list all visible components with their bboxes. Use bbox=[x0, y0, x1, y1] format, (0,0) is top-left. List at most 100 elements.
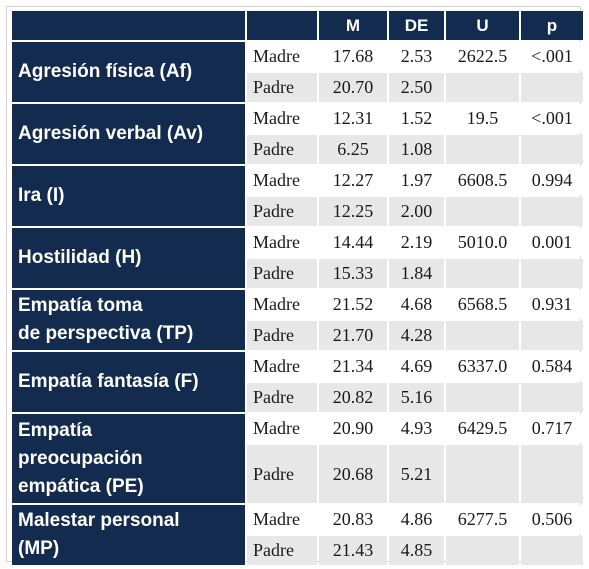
variable-label: Malestar personal (MP) bbox=[12, 505, 245, 565]
variable-label: Empatía preocupación empática (PE) bbox=[12, 414, 245, 503]
group-cell: Madre bbox=[247, 42, 317, 71]
header-row: M DE U p bbox=[12, 11, 583, 40]
p-cell bbox=[521, 321, 583, 350]
sd-cell: 4.68 bbox=[389, 290, 444, 319]
table-row: Ira (I) Madre 12.27 1.97 6608.5 0.994 bbox=[12, 166, 583, 226]
variable-label-line: empática (PE) bbox=[18, 475, 144, 497]
sd-cell: 5.21 bbox=[389, 445, 444, 503]
p-cell bbox=[521, 445, 583, 503]
group-cell: Padre bbox=[247, 73, 317, 102]
sd-cell: 5.16 bbox=[389, 383, 444, 412]
table-row: Empatía preocupación empática (PE) Madre 20.… bbox=[12, 414, 583, 503]
p-cell: <.001 bbox=[521, 104, 583, 133]
sd-cell: 1.84 bbox=[389, 259, 444, 288]
sd-cell: 4.93 bbox=[389, 414, 444, 443]
table-row: Padre 21.70 4.28 bbox=[12, 321, 583, 350]
u-cell bbox=[446, 536, 519, 565]
variable-label-line: Agresión física (Af) bbox=[18, 61, 193, 82]
mean-cell: 17.68 bbox=[319, 42, 387, 71]
u-cell bbox=[446, 197, 519, 226]
table-row: Malestar personal (MP) Madre 20.83 4.86 6277.… bbox=[12, 505, 583, 565]
table-row: Padre 12.25 2.00 bbox=[12, 197, 583, 226]
mean-cell: 20.68 bbox=[319, 445, 387, 503]
header-m: M bbox=[319, 11, 387, 40]
mean-cell: 12.31 bbox=[319, 104, 387, 133]
p-cell bbox=[521, 383, 583, 412]
table-row: Padre 21.43 4.85 bbox=[12, 536, 583, 565]
header-group bbox=[247, 11, 317, 40]
group-cell: Madre bbox=[247, 290, 317, 319]
group-cell: Madre bbox=[247, 352, 317, 381]
table-row: Empatía toma de perspectiva (TP) Madre 21.5… bbox=[12, 290, 583, 350]
sd-cell: 1.97 bbox=[389, 166, 444, 195]
header-u: U bbox=[446, 11, 519, 40]
group-cell: Madre bbox=[247, 414, 317, 443]
variable-label: Agresión verbal (Av) bbox=[12, 104, 245, 164]
group-cell: Madre bbox=[247, 228, 317, 257]
sd-cell: 1.52 bbox=[389, 104, 444, 133]
sd-cell: 4.69 bbox=[389, 352, 444, 381]
group-cell: Madre bbox=[247, 166, 317, 195]
variable-label-line: Ira (I) bbox=[18, 185, 65, 206]
table-row: Empatía fantasía (F) Madre 21.34 4.69 6337.0… bbox=[12, 352, 583, 412]
variable-label-line: Malestar personal bbox=[18, 510, 180, 531]
table-row: Padre 20.68 5.21 bbox=[12, 445, 583, 503]
table-row: Agresión verbal (Av) Madre 12.31 1.52 19.5 <.… bbox=[12, 104, 583, 164]
header-variable bbox=[12, 11, 245, 40]
variable-label-line: de perspectiva (TP) bbox=[18, 323, 194, 344]
u-cell: 6277.5 bbox=[446, 505, 519, 534]
group-cell: Madre bbox=[247, 104, 317, 133]
mean-cell: 21.43 bbox=[319, 536, 387, 565]
mean-cell: 21.34 bbox=[319, 352, 387, 381]
mean-cell: 20.82 bbox=[319, 383, 387, 412]
p-cell bbox=[521, 73, 583, 102]
table-row: Padre 6.25 1.08 bbox=[12, 135, 583, 164]
p-cell bbox=[521, 536, 583, 565]
mean-cell: 6.25 bbox=[319, 135, 387, 164]
group-cell: Padre bbox=[247, 536, 317, 565]
p-cell: 0.584 bbox=[521, 352, 583, 381]
variable-label: Agresión física (Af) bbox=[12, 42, 245, 102]
mean-cell: 20.70 bbox=[319, 73, 387, 102]
p-cell bbox=[521, 135, 583, 164]
p-cell: 0.931 bbox=[521, 290, 583, 319]
u-cell bbox=[446, 135, 519, 164]
sd-cell: 2.50 bbox=[389, 73, 444, 102]
statistics-table: M DE U p Agresión física (Af) Madre 17.68 2… bbox=[10, 9, 585, 567]
table-row: Padre 20.70 2.50 bbox=[12, 73, 583, 102]
p-cell bbox=[521, 259, 583, 288]
table-frame: M DE U p Agresión física (Af) Madre 17.68 2… bbox=[6, 6, 583, 565]
mean-cell: 12.25 bbox=[319, 197, 387, 226]
variable-label-line: Empatía toma bbox=[18, 295, 143, 316]
table-row: Padre 15.33 1.84 bbox=[12, 259, 583, 288]
group-cell: Madre bbox=[247, 505, 317, 534]
p-cell: 0.717 bbox=[521, 414, 583, 443]
sd-cell: 1.08 bbox=[389, 135, 444, 164]
group-cell: Padre bbox=[247, 383, 317, 412]
sd-cell: 2.00 bbox=[389, 197, 444, 226]
variable-label: Ira (I) bbox=[12, 166, 245, 226]
p-cell bbox=[521, 197, 583, 226]
variable-label-line: Hostilidad (H) bbox=[18, 247, 142, 268]
u-cell: 6568.5 bbox=[446, 290, 519, 319]
header-p: p bbox=[521, 11, 583, 40]
sd-cell: 2.19 bbox=[389, 228, 444, 257]
u-cell: 5010.0 bbox=[446, 228, 519, 257]
mean-cell: 15.33 bbox=[319, 259, 387, 288]
variable-label-line: Empatía bbox=[18, 419, 92, 441]
u-cell: 19.5 bbox=[446, 104, 519, 133]
table-row: Padre 20.82 5.16 bbox=[12, 383, 583, 412]
header-de: DE bbox=[389, 11, 444, 40]
mean-cell: 20.90 bbox=[319, 414, 387, 443]
variable-label: Empatía toma de perspectiva (TP) bbox=[12, 290, 245, 350]
sd-cell: 4.85 bbox=[389, 536, 444, 565]
p-cell: <.001 bbox=[521, 42, 583, 71]
sd-cell: 4.28 bbox=[389, 321, 444, 350]
u-cell bbox=[446, 321, 519, 350]
sd-cell: 4.86 bbox=[389, 505, 444, 534]
u-cell bbox=[446, 445, 519, 503]
u-cell: 6429.5 bbox=[446, 414, 519, 443]
mean-cell: 14.44 bbox=[319, 228, 387, 257]
group-cell: Padre bbox=[247, 445, 317, 503]
mean-cell: 21.70 bbox=[319, 321, 387, 350]
